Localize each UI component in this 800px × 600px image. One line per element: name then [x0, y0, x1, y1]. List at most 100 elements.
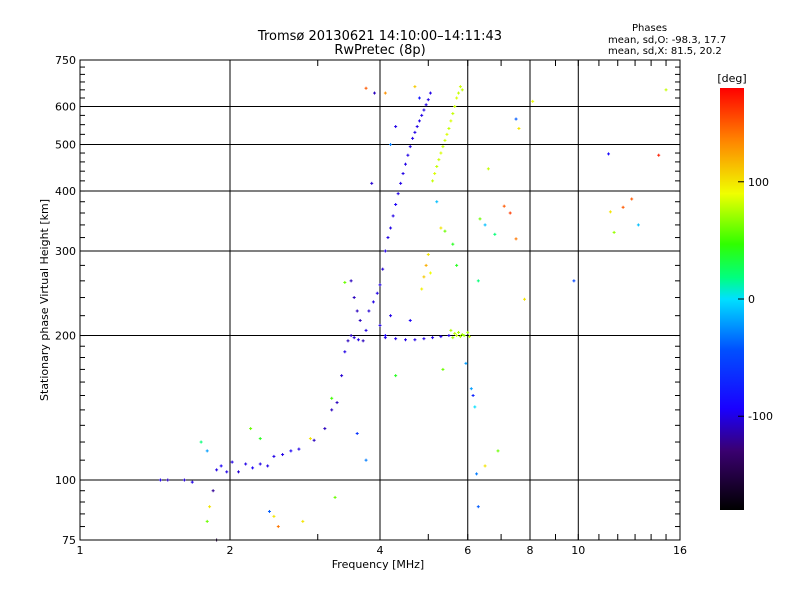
axis-ticks [79, 59, 681, 540]
data-point-noise [413, 85, 417, 89]
data-point-noise [621, 205, 625, 209]
data-point-o [378, 283, 382, 287]
data-point-noise [612, 230, 616, 234]
data-point-noise [205, 449, 209, 453]
y-tick-labels: 75 100 200 300 400 500 600 750 [55, 54, 76, 547]
data-point-x [420, 287, 424, 291]
data-point-o [225, 470, 229, 474]
data-point-noise [435, 200, 439, 204]
data-point-o [389, 314, 393, 318]
data-point-x [447, 126, 451, 130]
data-point-o [415, 125, 419, 129]
data-point-o [431, 336, 435, 340]
data-point-o [401, 172, 405, 176]
data-point-noise [475, 472, 479, 476]
data-point-o [394, 337, 398, 341]
data-point-o [356, 338, 360, 342]
data-point-x [458, 85, 462, 89]
y-tick-label: 100 [55, 474, 76, 487]
data-point-noise [572, 279, 576, 283]
data-point-o [352, 336, 356, 340]
data-point-o [190, 480, 194, 484]
data-point-o [371, 300, 375, 304]
data-point-o [394, 125, 398, 129]
data-point-o [364, 328, 368, 332]
data-point-o [408, 145, 412, 149]
data-point-o [411, 136, 415, 140]
data-point-x [453, 105, 457, 109]
data-point-o [391, 214, 395, 218]
data-point-o [406, 153, 410, 157]
x-axis-label: Frequency [MHz] [332, 558, 424, 571]
data-point-noise [483, 464, 487, 468]
data-points [158, 85, 668, 542]
data-point-o [335, 401, 339, 405]
data-point-o [343, 350, 347, 354]
data-point-noise [486, 167, 490, 171]
data-point-noise [343, 280, 347, 284]
data-point-noise [451, 242, 455, 246]
data-point-o [381, 267, 385, 271]
data-point-noise [636, 223, 640, 227]
data-point-noise [476, 279, 480, 283]
data-point-noise [493, 232, 497, 236]
data-point-noise [517, 126, 521, 130]
y-axis-label: Stationary phase Virtual Height [km] [38, 199, 51, 401]
data-point-o [349, 279, 353, 283]
y-tick-label: 750 [55, 54, 76, 67]
data-point-noise [514, 117, 518, 121]
data-point-o [289, 449, 293, 453]
data-point-noise [471, 394, 475, 398]
data-point-x [455, 334, 459, 338]
data-point-noise [205, 519, 209, 523]
data-point-x [451, 112, 455, 116]
data-point-x [445, 132, 449, 136]
data-point-o [403, 338, 407, 342]
y-tick-label: 500 [55, 139, 76, 152]
data-point-o [399, 181, 403, 185]
data-point-x [457, 91, 461, 95]
data-point-o [215, 468, 219, 472]
data-point-o [358, 318, 362, 322]
data-point-noise [364, 458, 368, 462]
data-point-x [428, 271, 432, 275]
data-point-noise [608, 210, 612, 214]
data-point-o [424, 103, 428, 107]
chart-title: Tromsø 20130621 14:10:00–14:11:43 [257, 29, 502, 44]
data-point-x [431, 179, 435, 183]
data-point-o [158, 478, 162, 482]
data-point-o [422, 337, 426, 341]
data-point-o [361, 339, 365, 343]
x-tick-label: 2 [227, 544, 234, 557]
y-tick-label: 400 [55, 185, 76, 198]
data-point-x [449, 328, 453, 332]
colorbar-ticks: 100 0 -100 [738, 176, 773, 423]
data-point-o [383, 334, 387, 338]
data-point-o [312, 438, 316, 442]
colorbar-label: [deg] [717, 72, 746, 85]
data-point-o [272, 454, 276, 458]
data-point-noise [258, 437, 262, 441]
data-point-o [396, 192, 400, 196]
data-point-noise [496, 449, 500, 453]
data-point-x [466, 330, 470, 334]
data-point-o [230, 460, 234, 464]
data-point-o [426, 98, 430, 102]
data-point-x [462, 334, 466, 338]
data-point-noise [443, 229, 447, 233]
data-point-noise [272, 514, 276, 518]
x-tick-label: 6 [464, 544, 471, 557]
data-point-noise [464, 361, 468, 365]
colorbar-tick-label: -100 [748, 410, 773, 423]
data-point-o [346, 339, 350, 343]
x-tick-label: 8 [527, 544, 534, 557]
data-point-x [426, 253, 430, 257]
data-point-o [251, 466, 255, 470]
y-tick-label: 600 [55, 101, 76, 114]
data-point-x [457, 330, 461, 334]
data-point-noise [664, 88, 668, 92]
x-tick-label: 16 [673, 544, 687, 557]
data-point-noise [330, 396, 334, 400]
data-point-o [219, 464, 223, 468]
colorbar-tick-label: 0 [748, 293, 755, 306]
